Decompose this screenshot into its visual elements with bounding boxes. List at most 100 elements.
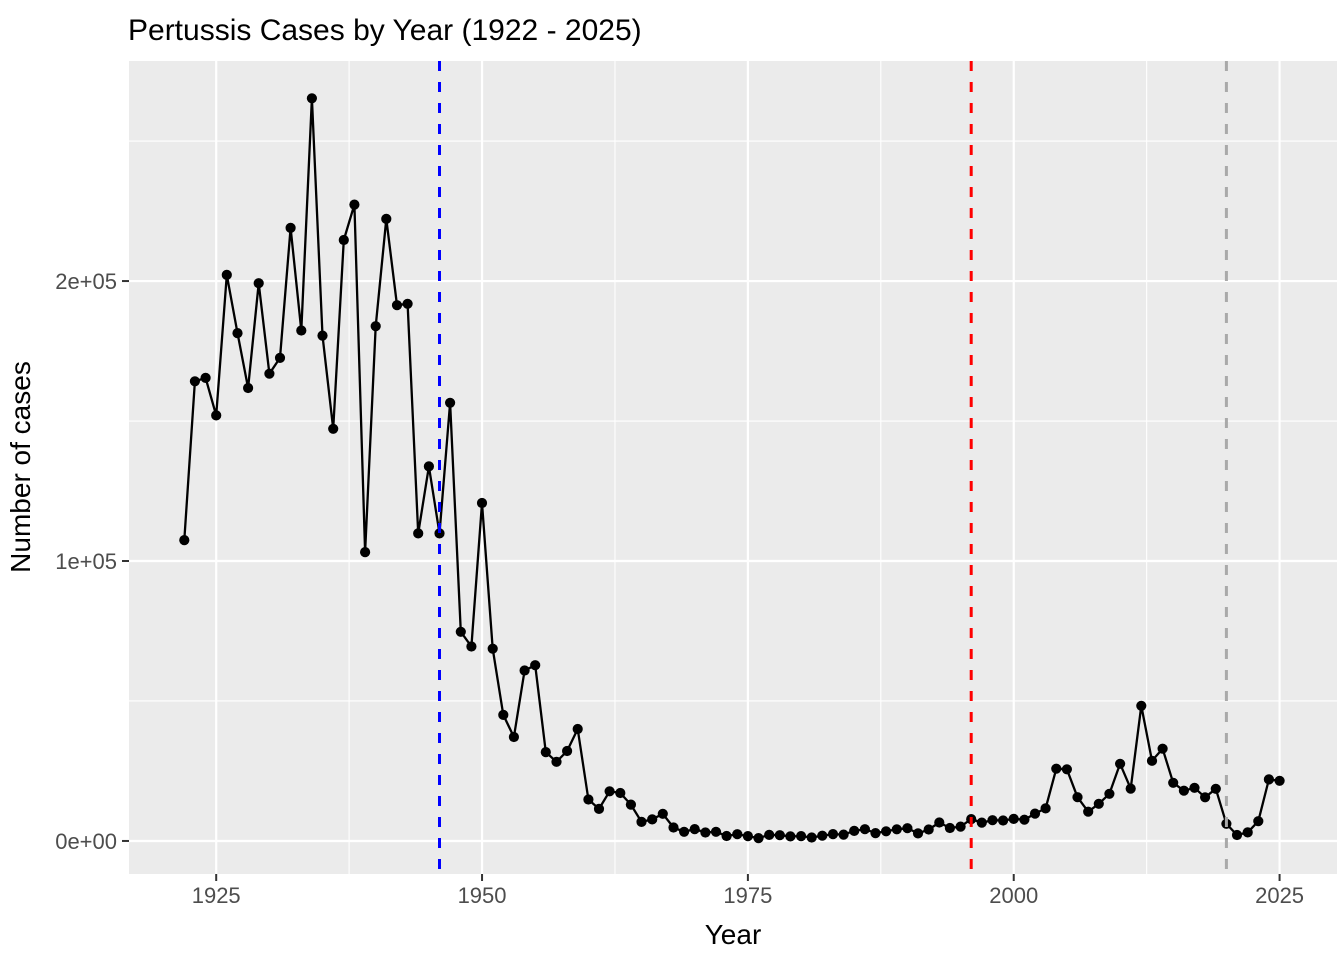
data-point-2003 xyxy=(1040,803,1051,814)
x-tick-label-2000: 2000 xyxy=(989,883,1038,908)
data-point-1973 xyxy=(721,830,732,842)
data-point-1959 xyxy=(572,723,583,735)
x-tick-label-1925: 1925 xyxy=(192,883,241,908)
data-point-2002 xyxy=(1029,808,1041,819)
data-point-1961 xyxy=(593,803,605,815)
data-point-1941 xyxy=(381,213,392,224)
data-point-1943 xyxy=(402,298,413,309)
data-point-1947 xyxy=(445,397,456,408)
x-axis-title: Year xyxy=(705,919,762,950)
data-point-1925 xyxy=(211,410,222,421)
data-point-1983 xyxy=(827,829,839,840)
data-point-1952 xyxy=(498,709,509,721)
data-point-1963 xyxy=(615,787,626,799)
data-point-2025 xyxy=(1274,775,1285,786)
data-point-1964 xyxy=(625,799,637,810)
plot-panel xyxy=(129,61,1337,874)
data-point-1979 xyxy=(785,831,796,842)
data-point-1957 xyxy=(551,756,562,767)
data-point-2017 xyxy=(1189,782,1200,793)
data-point-1974 xyxy=(732,829,743,840)
x-tick-label-1975: 1975 xyxy=(723,883,772,908)
data-point-2010 xyxy=(1115,758,1126,769)
data-point-1944 xyxy=(413,528,424,539)
data-point-2019 xyxy=(1210,783,1221,794)
data-point-1988 xyxy=(881,826,892,837)
chart-title: Pertussis Cases by Year (1922 - 2025) xyxy=(128,14,642,47)
data-point-1939 xyxy=(360,547,371,558)
y-axis-title: Number of cases xyxy=(5,361,36,573)
data-point-1976 xyxy=(753,833,764,844)
data-point-1945 xyxy=(423,461,434,472)
data-point-1931 xyxy=(274,352,286,363)
y-tick-label-2e+05: 2e+05 xyxy=(55,269,117,294)
data-point-1992 xyxy=(923,824,934,835)
data-point-1933 xyxy=(296,325,307,336)
data-point-1935 xyxy=(317,330,328,341)
x-tick-label-1950: 1950 xyxy=(458,883,507,908)
axis-layer: 1925 1950 1975 2000 2025 0e+00 1e+05 2e+05 xyxy=(55,269,1304,908)
reference-line-layer xyxy=(438,61,1228,874)
data-point-1998 xyxy=(987,815,998,826)
data-point-1922 xyxy=(179,535,190,546)
data-point-1980 xyxy=(796,831,807,842)
data-point-1937 xyxy=(338,234,349,246)
data-point-1986 xyxy=(859,824,871,835)
data-point-2008 xyxy=(1093,798,1104,809)
data-point-2006 xyxy=(1072,792,1083,803)
data-point-2022 xyxy=(1242,827,1253,838)
x-tick-label-2025: 2025 xyxy=(1255,883,1304,908)
data-point-1949 xyxy=(466,641,477,652)
data-point-2018 xyxy=(1200,792,1211,803)
data-point-1970 xyxy=(689,824,700,835)
data-point-1928 xyxy=(243,382,254,394)
data-point-1966 xyxy=(647,814,658,825)
data-point-1975 xyxy=(742,831,754,842)
data-point-1967 xyxy=(657,808,668,819)
data-series-layer xyxy=(179,93,1285,844)
data-point-2021 xyxy=(1231,829,1243,841)
data-point-1981 xyxy=(806,832,817,843)
data-point-1994 xyxy=(944,822,956,834)
y-tick-label-0e+00: 0e+00 xyxy=(55,829,117,854)
data-point-2013 xyxy=(1146,755,1158,766)
plot-panel-layer xyxy=(129,61,1337,874)
data-point-1929 xyxy=(253,278,264,289)
data-point-1977 xyxy=(764,829,775,841)
data-point-1932 xyxy=(285,222,296,233)
data-point-1938 xyxy=(349,199,360,210)
data-point-1993 xyxy=(934,817,945,828)
data-point-1995 xyxy=(955,821,966,832)
data-point-1958 xyxy=(562,745,573,757)
gridline-layer xyxy=(129,61,1337,874)
data-point-2023 xyxy=(1253,816,1264,827)
data-point-1990 xyxy=(902,823,913,834)
data-point-2007 xyxy=(1083,806,1094,817)
data-point-1978 xyxy=(774,830,785,841)
data-point-1968 xyxy=(668,822,679,833)
data-point-1991 xyxy=(912,828,924,839)
data-point-1989 xyxy=(891,824,902,835)
data-point-1930 xyxy=(264,368,275,379)
data-point-1987 xyxy=(870,828,881,839)
data-point-1969 xyxy=(679,826,690,837)
data-point-1999 xyxy=(998,815,1009,826)
data-point-1984 xyxy=(838,829,849,840)
data-point-1953 xyxy=(508,731,519,743)
data-point-1960 xyxy=(583,794,594,805)
data-point-2011 xyxy=(1125,783,1136,794)
data-point-1946 xyxy=(434,528,445,539)
data-point-1934 xyxy=(306,93,317,104)
data-point-1982 xyxy=(817,830,828,841)
data-point-1951 xyxy=(487,643,498,654)
data-point-1972 xyxy=(710,826,722,837)
data-point-2000 xyxy=(1008,813,1019,825)
data-point-2015 xyxy=(1168,777,1179,788)
data-point-1997 xyxy=(976,817,987,828)
data-point-1936 xyxy=(328,423,339,434)
data-point-1985 xyxy=(849,825,860,837)
data-point-1927 xyxy=(232,328,243,339)
data-point-1962 xyxy=(604,786,615,797)
